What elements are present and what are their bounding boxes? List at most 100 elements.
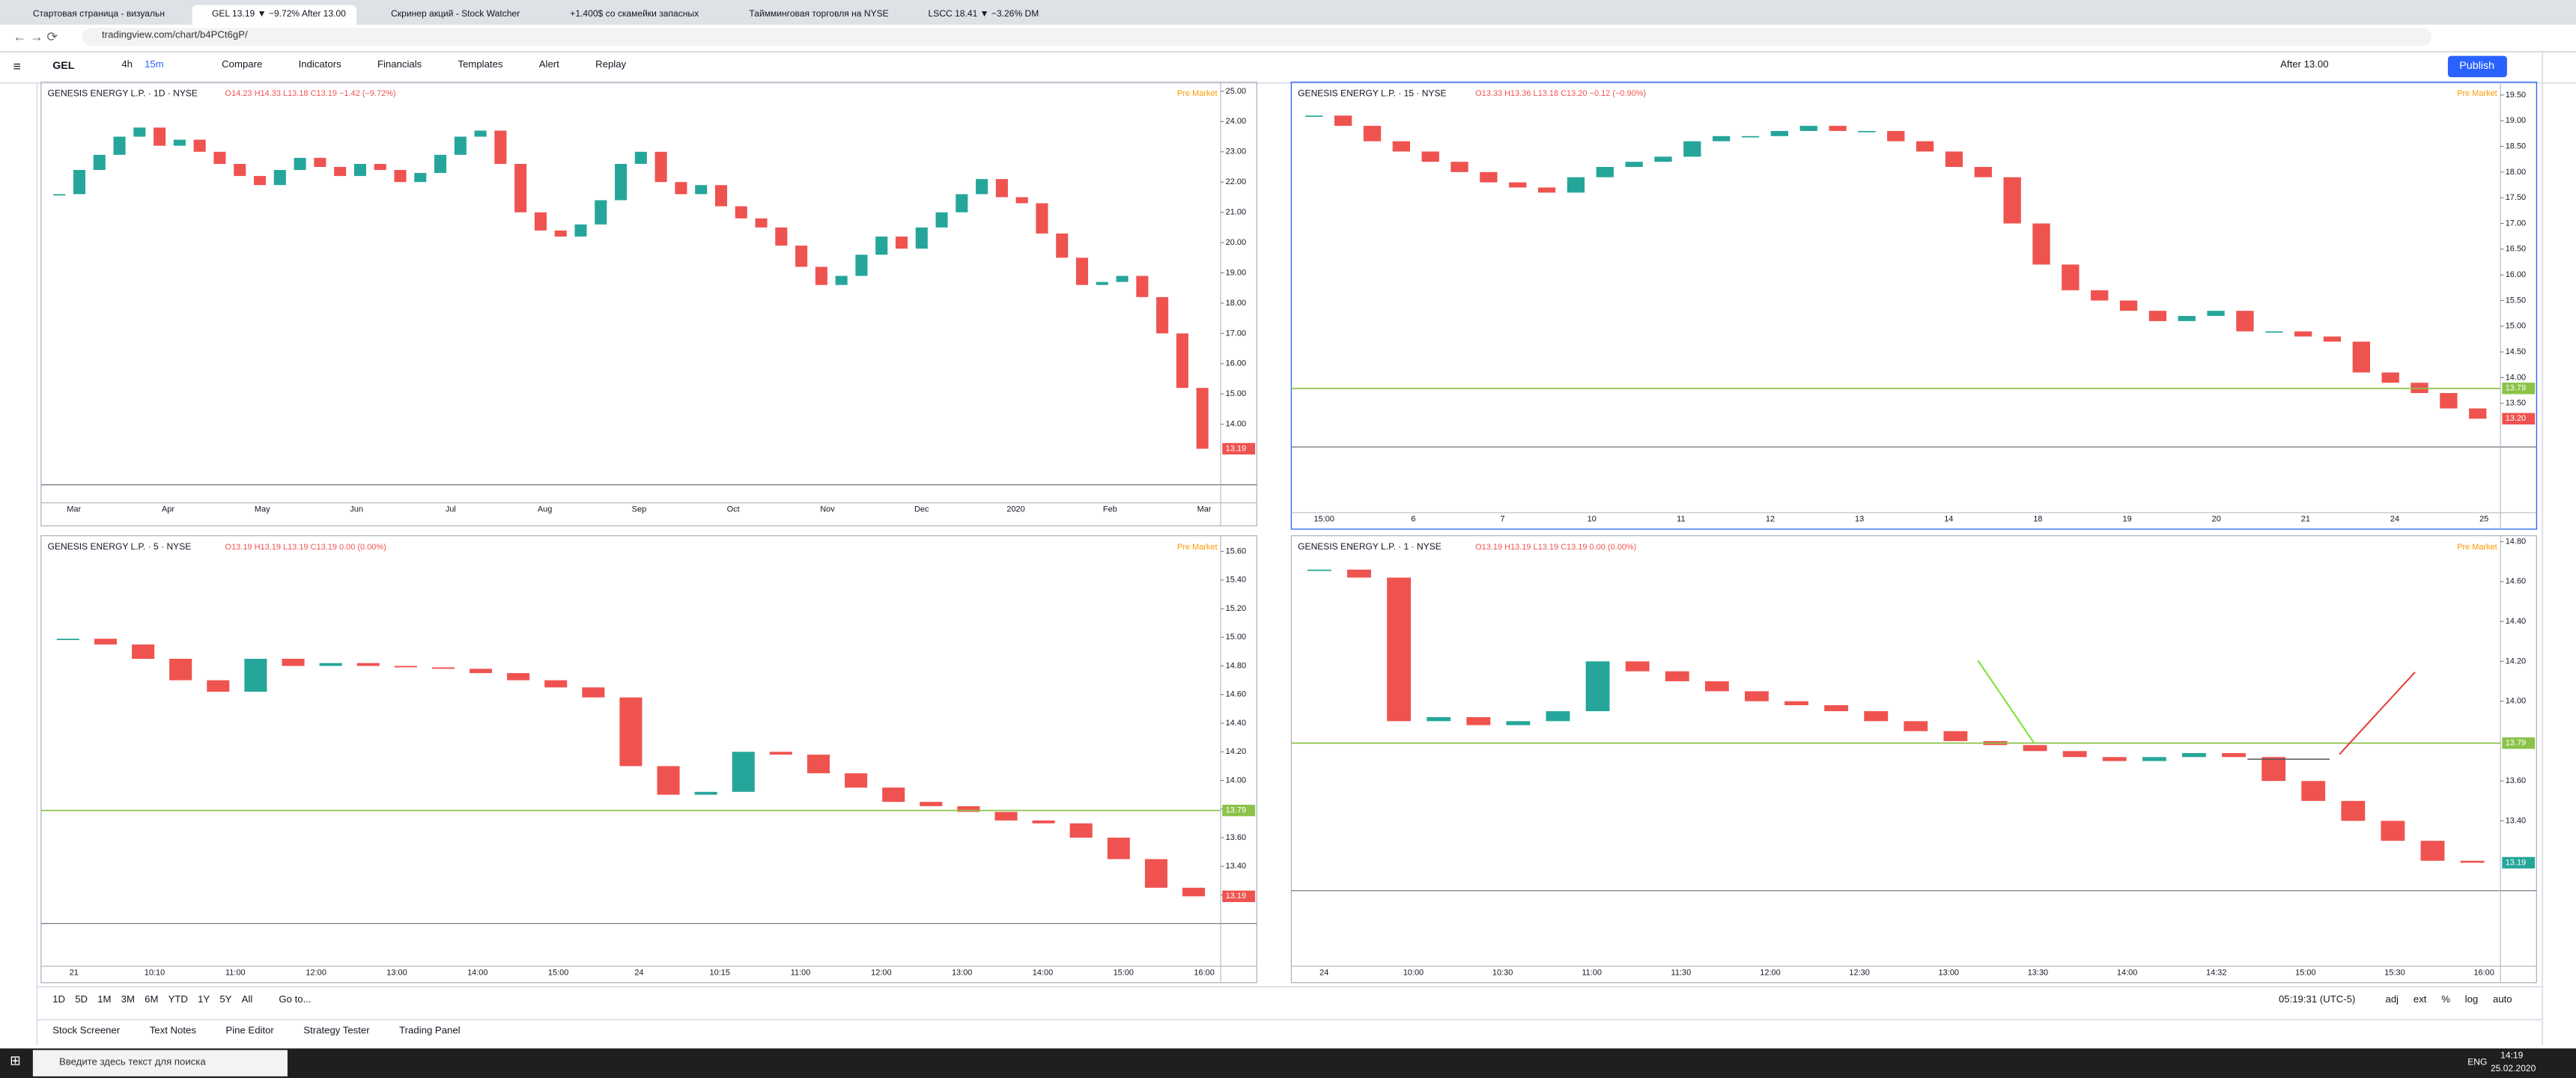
time-label: 11:30 [1671, 968, 1692, 977]
range-button[interactable]: All [241, 996, 253, 1006]
toolbar-item[interactable]: Replay [595, 61, 627, 71]
price-label: 15.00 [1226, 633, 1246, 642]
candle [2091, 290, 2109, 301]
browser-tab[interactable]: Стартовая страница - визуальн [32, 10, 165, 20]
candle [253, 176, 267, 186]
candle [207, 680, 230, 692]
time-label: 12:00 [871, 968, 891, 977]
last-tag [2502, 856, 2536, 869]
candle [1858, 130, 1876, 133]
footer-tab[interactable]: Trading Panel [399, 1026, 461, 1038]
toolbar-item[interactable]: Indicators [298, 61, 341, 71]
footer-tab[interactable]: Stock Screener [52, 1026, 121, 1038]
time-label: 15:00 [1314, 515, 1334, 524]
candle [2265, 331, 2283, 333]
interval[interactable]: 4h [121, 61, 133, 71]
candle [1069, 823, 1093, 838]
publish-button[interactable] [2447, 55, 2507, 78]
scale-option[interactable]: auto [2493, 996, 2512, 1006]
candle [1096, 281, 1108, 285]
candle [1829, 126, 1847, 131]
time-label: 15:00 [1114, 968, 1134, 977]
toolbar-item[interactable]: Compare [222, 61, 263, 71]
candle [94, 639, 118, 645]
range-button[interactable]: 5Y [219, 996, 232, 1006]
browser-tab[interactable]: +1.400$ со скамейки запасных [570, 10, 699, 20]
lang: ENG [2467, 1058, 2488, 1068]
level-label: 13.79 [2506, 739, 2526, 748]
candle [2341, 800, 2366, 821]
scale-option[interactable]: % [2441, 996, 2450, 1006]
candle [234, 163, 246, 177]
footer-tab[interactable]: Text Notes [149, 1026, 196, 1038]
browser-tab[interactable]: GEL 13.19 ▼ −9.72% After 13.00 [192, 4, 357, 25]
candle [193, 139, 206, 152]
interval[interactable]: 15m [145, 61, 164, 71]
time-label: 14:32 [2206, 968, 2226, 977]
menu[interactable]: ≡ [13, 59, 21, 74]
candle [1182, 887, 1206, 897]
price-label: 13.50 [2506, 399, 2526, 408]
time-label: 24 [2390, 515, 2399, 524]
scale-option[interactable]: log [2464, 996, 2479, 1006]
goto[interactable]: Go to... [279, 996, 312, 1006]
url-field[interactable] [82, 28, 2431, 46]
candle [2294, 331, 2312, 337]
price-label: 15.20 [1226, 604, 1246, 613]
price-label: 22.00 [1226, 177, 1246, 186]
session[interactable]: After 13.00 [2280, 61, 2329, 71]
time-label: 21 [70, 968, 79, 977]
date: 25.02.2020 [2490, 1065, 2536, 1075]
candle [1305, 115, 1323, 118]
level-label: 13.79 [1226, 806, 1246, 815]
candle [282, 659, 305, 666]
time-label: 10:00 [1403, 968, 1424, 977]
scale-option[interactable]: adj [2385, 996, 2399, 1006]
price-label: 24.00 [1226, 117, 1246, 126]
symbol[interactable]: GEL [52, 61, 75, 73]
footer-tabs: Stock Screener Text Notes Pine Editor Strat… [52, 1027, 490, 1037]
range-button[interactable]: 1D [52, 996, 66, 1006]
start-button[interactable]: ⊞ [10, 1053, 21, 1068]
footer-tab[interactable]: Strategy Tester [303, 1026, 370, 1038]
time-label: Jun [350, 505, 363, 514]
candle [434, 154, 447, 174]
candle [1075, 258, 1089, 285]
range-button[interactable]: 1M [97, 996, 112, 1006]
candle [1196, 388, 1209, 449]
candle [795, 246, 808, 267]
pre-market: Pre Market [1177, 89, 1218, 98]
price-label: 15.60 [1226, 547, 1246, 556]
footer-tab[interactable]: Pine Editor [225, 1026, 274, 1038]
browser-tab[interactable]: LSCC 18.41 ▼ −3.26% DM [928, 10, 1039, 20]
search-box[interactable] [32, 1050, 288, 1077]
browser-tab[interactable]: Таймминговая торговля на NYSE [749, 10, 889, 20]
candle [1546, 711, 1570, 722]
candle [2469, 408, 2487, 419]
scale-option[interactable]: ext [2413, 996, 2427, 1006]
toolbar-item[interactable]: Alert [538, 61, 559, 71]
candle [1824, 705, 1849, 712]
candle [1450, 162, 1468, 172]
candle [294, 157, 306, 171]
level-tag [2502, 737, 2536, 749]
range-button[interactable]: YTD [168, 996, 188, 1006]
range-button[interactable]: 6M [145, 996, 159, 1006]
time-label: 13:30 [2028, 968, 2048, 977]
range-button[interactable]: 1Y [198, 996, 210, 1006]
browser-tab[interactable]: Скринер акций - Stock Watcher [391, 10, 520, 20]
nav-buttons[interactable]: ← → ⟳ [13, 29, 58, 45]
candle [1509, 182, 1527, 188]
time-label: Feb [1103, 505, 1117, 514]
toolbar-items: Compare Indicators Financials Templates Aler… [222, 61, 662, 70]
toolbar-item[interactable]: Financials [377, 61, 422, 71]
price-label: 14.80 [1226, 661, 1246, 670]
range-button[interactable]: 5D [75, 996, 88, 1006]
toolbar-item[interactable]: Templates [458, 61, 503, 71]
time-label: Mar [1197, 505, 1212, 514]
range-button[interactable]: 3M [121, 996, 135, 1006]
bottom-bar [36, 986, 2542, 1017]
candle [1144, 859, 1167, 888]
candle [845, 773, 868, 788]
